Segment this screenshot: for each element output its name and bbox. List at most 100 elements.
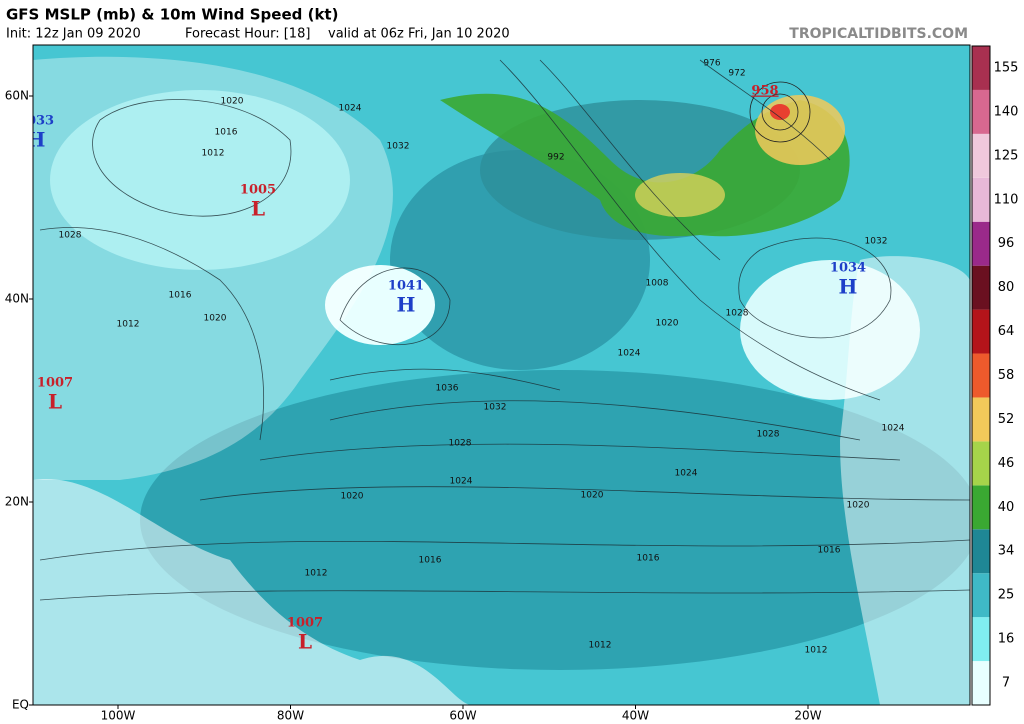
- isobar-label: 1020: [581, 491, 604, 501]
- colorbar-band: [972, 89, 990, 134]
- colorbar-band: [972, 221, 990, 266]
- isobar-label: 1016: [818, 546, 841, 556]
- colorbar-label: 46: [998, 456, 1015, 471]
- land: [840, 256, 970, 705]
- isobar-label: 1028: [757, 430, 780, 440]
- isobar-label: 1008: [646, 279, 669, 289]
- land: [33, 479, 470, 705]
- center-letter: H: [839, 275, 858, 299]
- title: GFS MSLP (mb) & 10m Wind Speed (kt): [6, 6, 338, 24]
- colorbar-band: [972, 529, 990, 574]
- trade-winds: [140, 370, 970, 670]
- colorbar-label: 40: [998, 500, 1015, 515]
- isobar-labels: 1020 1024 1016 1012 1032 1028 1016 1012 1020 1036…: [59, 59, 905, 656]
- isobar-label: 1028: [59, 231, 82, 241]
- map-frame: [32, 44, 971, 706]
- isobar-label: 972: [728, 69, 745, 79]
- source: TROPICALTIDBITS.COM: [789, 26, 968, 42]
- isobar-label: 976: [703, 59, 720, 69]
- isobars: [39, 59, 970, 601]
- colorbar-band: [972, 661, 990, 705]
- axes: 60N 40N 20N EQ 100W 80W 60W 40W 20W: [5, 89, 822, 723]
- map-field: 1020 1024 1016 1012 1032 1028 1016 1012 1020 1036…: [18, 45, 970, 705]
- deep-low-value: 958: [751, 84, 778, 99]
- isobar-label: 1028: [449, 439, 472, 449]
- colorbar-label: 155: [994, 60, 1019, 75]
- colorbar-label: 58: [998, 368, 1015, 383]
- isobar-label: 1016: [215, 128, 238, 138]
- isobar-label: 1012: [589, 641, 612, 651]
- isobar-label: 1020: [847, 501, 870, 511]
- isobar: [749, 81, 811, 143]
- center-letter: H: [27, 128, 46, 152]
- colorbar-band: [972, 353, 990, 398]
- calm-zone: [50, 90, 350, 270]
- colorbar-label: 96: [998, 236, 1015, 251]
- isobar-label: 1024: [618, 349, 641, 359]
- isobar-label: 1020: [341, 492, 364, 502]
- center-value: 1033: [18, 114, 54, 129]
- isobar-label: 1020: [656, 319, 679, 329]
- lon-label: 100W: [101, 709, 136, 723]
- isobar-label: 1016: [169, 291, 192, 301]
- strong-wind: [635, 173, 725, 217]
- colorbar-band: [972, 133, 990, 178]
- colorbar-label: 52: [998, 412, 1015, 427]
- center-value: 1041: [388, 279, 424, 294]
- strong-wind: [440, 93, 850, 237]
- isobar-label: 1032: [387, 142, 410, 152]
- colorbar-label: 110: [994, 192, 1019, 207]
- colorbar: 7 16 25 34 40 46 52 58 64 80 96 110 125 140 155: [971, 45, 1019, 706]
- isobar-label: 1032: [865, 237, 888, 247]
- land: [33, 56, 393, 481]
- isobar-label: 1028: [726, 309, 749, 319]
- valid-time: valid at 06z Fri, Jan 10 2020: [328, 27, 510, 42]
- colorbar-band: [972, 617, 990, 662]
- isobar-label: 1024: [339, 104, 362, 114]
- strong-wind: [770, 104, 790, 120]
- isobar-label: 1020: [204, 314, 227, 324]
- lat-label: 60N: [5, 89, 29, 103]
- lat-label: 20N: [5, 495, 29, 509]
- center-letter: L: [48, 390, 62, 414]
- isobar-label: 1012: [805, 646, 828, 656]
- isobar: [761, 93, 799, 131]
- center-letter: L: [251, 197, 265, 221]
- isobar-label: 1024: [882, 424, 905, 434]
- isobar-label: 1016: [419, 556, 442, 566]
- lat-label: EQ: [12, 698, 29, 712]
- colorbar-label: 64: [998, 324, 1015, 339]
- isobar-label: 1036: [436, 384, 459, 394]
- colorbar-label: 125: [994, 148, 1019, 163]
- colorbar-band: [972, 265, 990, 310]
- isobar-label: 1024: [450, 477, 473, 487]
- isobar-label: 992: [547, 153, 564, 163]
- lat-label: 40N: [5, 292, 29, 306]
- colorbar-band: [972, 485, 990, 530]
- colorbar-frame: [971, 45, 991, 706]
- init-time: Init: 12z Jan 09 2020: [6, 27, 141, 42]
- colorbar-band: [972, 441, 990, 486]
- lon-label: 40W: [622, 709, 649, 723]
- center-letter: L: [298, 630, 312, 654]
- lon-label: 60W: [449, 709, 476, 723]
- colorbar-band: [972, 177, 990, 222]
- isobar-label: 1024: [675, 469, 698, 479]
- colorbar-band: [972, 397, 990, 442]
- lon-label: 80W: [277, 709, 304, 723]
- lon-label: 20W: [794, 709, 821, 723]
- colorbar-label: 34: [998, 544, 1015, 559]
- center-value: 1005: [240, 183, 276, 198]
- colorbar-band: [972, 573, 990, 618]
- center-letter: H: [397, 293, 416, 317]
- colorbar-label: 140: [994, 104, 1019, 119]
- colorbar-label: 80: [998, 280, 1015, 295]
- strong-wind: [755, 95, 845, 165]
- colorbar-band: [972, 46, 990, 90]
- colorbar-label: 7: [1002, 676, 1010, 691]
- calm-zone: [325, 265, 435, 345]
- center-value: 1007: [287, 616, 323, 631]
- colorbar-label: 25: [998, 588, 1015, 603]
